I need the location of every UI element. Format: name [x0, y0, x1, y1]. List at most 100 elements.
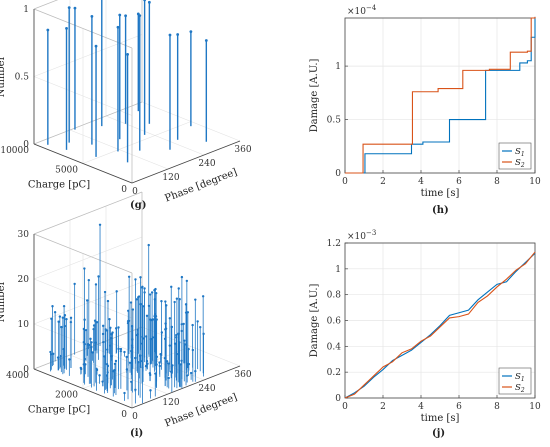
y-axis-label: Damage [A.U.]: [309, 59, 320, 133]
x-tick-label: 4: [418, 402, 424, 412]
phase-axis-line: [131, 365, 241, 409]
legend-entry-2: S2: [515, 158, 525, 169]
stem-point: [138, 354, 142, 357]
legend-box: [498, 367, 532, 395]
y-axis-label: Damage [A.U.]: [309, 284, 320, 358]
stem-point: [67, 6, 71, 10]
stem-point: [94, 283, 98, 286]
stem-point: [154, 287, 157, 291]
stem-point: [58, 315, 62, 318]
stem-point: [98, 374, 101, 377]
charge-tick-label: 5000: [55, 166, 78, 176]
stem-point: [139, 303, 142, 306]
stem-point: [109, 344, 112, 347]
y-tick-label: 1: [335, 265, 341, 275]
stem-point: [134, 388, 137, 391]
charge-axis-line: [33, 143, 133, 184]
stem-point: [176, 33, 180, 36]
stem-point: [108, 317, 111, 321]
phase-tick-label: 240: [198, 384, 215, 394]
stem-point: [126, 321, 130, 325]
stem-point: [153, 315, 156, 318]
stem-point: [187, 347, 190, 351]
stem-point: [49, 350, 52, 354]
stem-point: [106, 371, 109, 374]
stem-point: [123, 350, 126, 354]
y-tick-label: 0.4: [327, 342, 342, 352]
box-edge: [33, 101, 143, 145]
x-tick-label: 8: [494, 177, 500, 187]
stem-point: [83, 318, 86, 321]
stem-point: [147, 243, 150, 247]
stem-point: [97, 275, 100, 278]
stem-point: [127, 275, 131, 279]
x-tick-label: 8: [494, 402, 500, 412]
x-tick-label: 4: [418, 177, 424, 187]
stem-point: [134, 356, 137, 360]
phase-tick-label: 0: [132, 187, 138, 197]
stem-point: [160, 299, 163, 303]
box-edge: [33, 233, 133, 274]
z-tick-label: 0: [23, 365, 29, 375]
stem-point: [199, 325, 202, 329]
stem-point: [158, 361, 161, 364]
legend-box: [498, 142, 532, 170]
stem-point: [179, 363, 182, 366]
stem-point: [95, 367, 98, 370]
stem-point: [68, 358, 71, 361]
stem-point: [83, 267, 86, 270]
stem-point: [185, 279, 189, 283]
stem-point: [141, 305, 145, 308]
series-line-1: [344, 252, 536, 399]
stem-point: [103, 290, 107, 294]
stem-point: [90, 341, 93, 344]
stem-point: [165, 360, 169, 363]
stem-point: [95, 321, 99, 324]
charge-tick-label: 10000: [0, 146, 29, 156]
stem-point: [170, 325, 174, 329]
stem-point: [150, 291, 154, 294]
stem-point: [143, 0, 147, 2]
charge-tick-label: 2000: [55, 391, 78, 401]
box-edge: [33, 0, 59, 10]
stem-point: [163, 337, 167, 341]
y-tick-label: 0.8: [327, 291, 342, 301]
y-tick-label: 0.2: [327, 368, 341, 378]
stem-point: [154, 291, 158, 295]
legend-entry-1: S1: [515, 372, 525, 383]
x-tick-label: 0: [342, 402, 348, 412]
z-axis-label: Number: [0, 280, 7, 322]
x-tick-label: 10: [529, 177, 541, 187]
stem-point: [106, 348, 109, 351]
stem-point: [173, 300, 176, 304]
stem-point: [182, 322, 185, 326]
y-tick-label: 0.5: [327, 116, 342, 126]
series-line-2: [344, 251, 536, 399]
stem-point: [185, 374, 189, 377]
z-tick-label: 1: [23, 5, 29, 15]
stem-point: [131, 338, 134, 341]
stem-point: [89, 337, 92, 341]
stem-point: [129, 301, 133, 304]
stem-point: [88, 343, 91, 347]
stem-point: [139, 276, 142, 279]
charge-axis-label: Charge [pC]: [28, 405, 90, 416]
stem-point: [149, 389, 152, 392]
stem-point: [79, 366, 83, 370]
stem-point: [178, 297, 181, 301]
stem-point: [126, 52, 129, 56]
chart-panel-g: 0 120 240 360 0 5000 10000 0 0.5 1 Phase [degree] C…: [0, 0, 275, 215]
stem-point: [183, 339, 186, 342]
stem-point: [178, 341, 181, 344]
stem-point: [92, 324, 96, 327]
stem-point: [65, 317, 68, 321]
stem-point: [164, 328, 167, 331]
stem-point: [131, 308, 135, 311]
stem-point: [51, 305, 54, 308]
stem-point: [123, 391, 126, 395]
stem-point: [155, 363, 158, 366]
z-axis-label: Number: [0, 55, 7, 97]
stem-point: [117, 326, 120, 329]
stem-point: [141, 366, 144, 369]
legend-entry-1: S1: [515, 147, 525, 158]
